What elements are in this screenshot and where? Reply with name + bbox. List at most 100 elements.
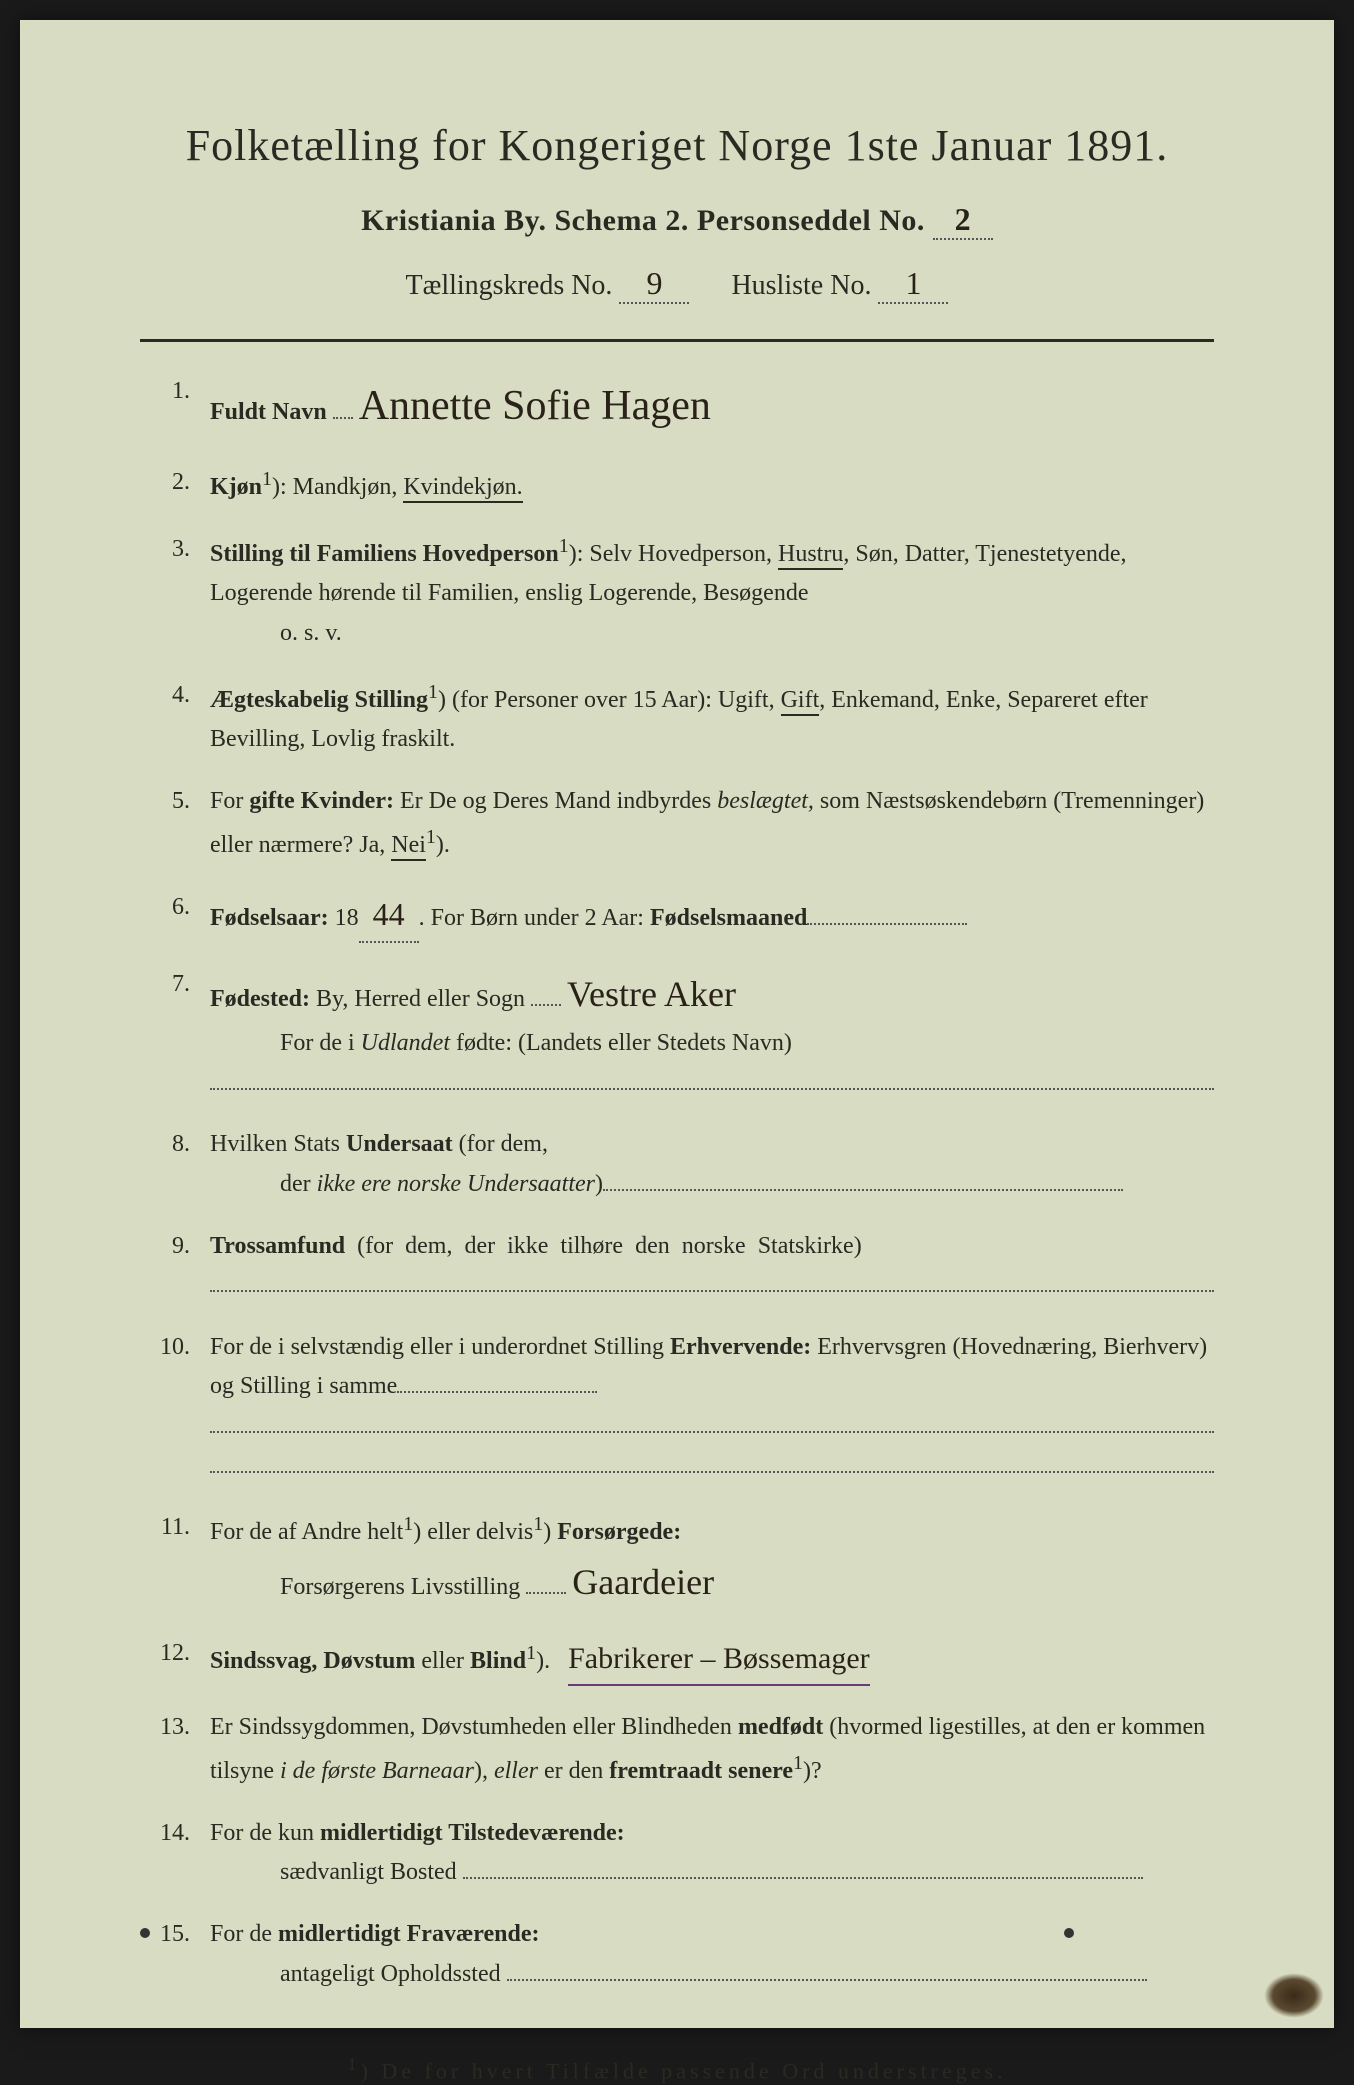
value-name: Annette Sofie Hagen xyxy=(359,372,711,441)
label-fodested: Fødested: xyxy=(210,986,310,1012)
label-aegteskab: Ægteskabelig Stilling xyxy=(210,687,428,713)
text: (for dem, der ikke tilhøre den norske St… xyxy=(345,1233,862,1259)
item-15: 15. For de midlertidigt Fraværende: anta… xyxy=(150,1915,1214,1994)
bold: midlertidigt Fraværende: xyxy=(278,1921,540,1947)
item-4: 4. Ægteskabelig Stilling1) (for Personer… xyxy=(150,676,1214,760)
line2: Forsørgerens Livsstilling Gaardeier xyxy=(210,1553,1214,1612)
bold: Sindssvag, Døvstum xyxy=(210,1648,415,1674)
ital: ikke ere norske Undersaatter xyxy=(317,1171,595,1197)
ital: eller xyxy=(494,1758,538,1784)
sup: 1 xyxy=(428,681,438,703)
sup: 1 xyxy=(347,2054,360,2074)
line2: sædvanligt Bosted xyxy=(210,1853,1214,1893)
text: )? xyxy=(803,1758,822,1784)
item-num: 1. xyxy=(150,372,210,441)
item-num: 9. xyxy=(150,1227,210,1306)
bold: midlertidigt Tilstedeværende: xyxy=(320,1820,625,1846)
text: ) eller delvis xyxy=(413,1519,533,1545)
item-num: 2. xyxy=(150,463,210,508)
subtitle-line: Kristiania By. Schema 2. Personseddel No… xyxy=(140,201,1214,240)
ital: i de første Barneaar xyxy=(280,1758,474,1784)
text: fødte: (Landets eller Stedets Navn) xyxy=(450,1030,792,1056)
item-num: 10. xyxy=(150,1328,210,1486)
text: For de i xyxy=(280,1030,361,1056)
label-stilling: Stilling til Familiens Hovedperson xyxy=(210,541,559,567)
page-title: Folketælling for Kongeriget Norge 1ste J… xyxy=(140,120,1214,171)
text: ) xyxy=(595,1171,603,1197)
item-body: Fødested: By, Herred eller Sogn Vestre A… xyxy=(210,965,1214,1104)
item-num: 15. xyxy=(150,1915,210,1994)
text: antageligt Opholdssted xyxy=(280,1961,501,1987)
husliste-number: 1 xyxy=(878,265,948,304)
paper-hole xyxy=(140,1928,150,1938)
husliste-label: Husliste No. xyxy=(731,270,871,301)
item-num: 14. xyxy=(150,1814,210,1893)
bold: medfødt xyxy=(738,1714,823,1740)
text: (for dem, xyxy=(453,1131,548,1157)
item-body: Er Sindssygdommen, Døvstumheden eller Bl… xyxy=(210,1708,1214,1792)
subtitle-prefix: Kristiania By. Schema 2. Personseddel No… xyxy=(361,204,925,237)
item-body: For de i selvstændig eller i underordnet… xyxy=(210,1328,1214,1486)
bold: fremtraadt senere xyxy=(609,1758,793,1784)
text: 18 xyxy=(329,905,359,931)
item-num: 8. xyxy=(150,1125,210,1204)
text: sædvanligt Bosted xyxy=(280,1859,457,1885)
underlined-gift: Gift xyxy=(781,687,820,716)
text: ) (for Personer over 15 Aar): Ugift, xyxy=(438,687,781,713)
sup: 1 xyxy=(426,826,436,848)
text: ). xyxy=(436,832,450,858)
text: ): Selv Hovedperson, xyxy=(569,541,778,567)
item-body: Fuldt Navn Annette Sofie Hagen xyxy=(210,372,1214,441)
line2: For de i Udlandet fødte: (Landets eller … xyxy=(210,1024,1214,1064)
item-10: 10. For de i selvstændig eller i underor… xyxy=(150,1328,1214,1486)
sup: 1 xyxy=(526,1642,536,1664)
subtitle-line-2: Tællingskreds No. 9 Husliste No. 1 xyxy=(140,265,1214,304)
label-kjon: Kjøn xyxy=(210,474,262,500)
item-body: For de af Andre helt1) eller delvis1) Fo… xyxy=(210,1508,1214,1612)
item-body: Trossamfund (for dem, der ikke tilhøre d… xyxy=(210,1227,1214,1306)
item-num: 13. xyxy=(150,1708,210,1792)
item-body: Fødselsaar: 1844. For Børn under 2 Aar: … xyxy=(210,888,1214,943)
item-num: 12. xyxy=(150,1634,210,1686)
item-body: For de kun midlertidigt Tilstedeværende:… xyxy=(210,1814,1214,1893)
item-8: 8. Hvilken Stats Undersaat (for dem, der… xyxy=(150,1125,1214,1204)
item-1: 1. Fuldt Navn Annette Sofie Hagen xyxy=(150,372,1214,441)
footnote-text: ) De for hvert Tilfælde passende Ord und… xyxy=(361,2059,1007,2084)
personseddel-number: 2 xyxy=(933,201,993,240)
item-12: 12. Sindssvag, Døvstum eller Blind1). Fa… xyxy=(150,1634,1214,1686)
value-fodested: Vestre Aker xyxy=(567,965,736,1024)
item-num: 5. xyxy=(150,782,210,866)
paper-stain xyxy=(1264,1973,1324,2018)
text: ), xyxy=(474,1758,494,1784)
value-12: Fabrikerer – Bøssemager xyxy=(568,1634,870,1686)
line2: antageligt Opholdssted xyxy=(210,1955,1214,1995)
kreds-number: 9 xyxy=(619,265,689,304)
underlined-hustru: Hustru xyxy=(778,541,843,570)
bold: Undersaat xyxy=(346,1131,453,1157)
bold: Trossamfund xyxy=(210,1233,345,1259)
underlined-kvindekjon: Kvindekjøn. xyxy=(403,474,522,503)
text: ): Mandkjøn, xyxy=(272,474,403,500)
text: Er Sindssygdommen, Døvstumheden eller Bl… xyxy=(210,1714,738,1740)
item-num: 3. xyxy=(150,530,210,654)
item-body: Stilling til Familiens Hovedperson1): Se… xyxy=(210,530,1214,654)
text: For de xyxy=(210,1921,278,1947)
label-fodselsmnd: Fødselsmaaned xyxy=(650,905,807,931)
text: For de i selvstændig eller i underordnet… xyxy=(210,1334,670,1360)
kreds-label: Tællingskreds No. xyxy=(406,270,613,301)
item-num: 4. xyxy=(150,676,210,760)
bold: gifte Kvinder: xyxy=(249,788,394,814)
sup: 1 xyxy=(262,468,272,490)
label-fuldt-navn: Fuldt Navn xyxy=(210,399,327,425)
text: For de af Andre helt xyxy=(210,1519,403,1545)
census-form-page: Folketælling for Kongeriget Norge 1ste J… xyxy=(20,20,1334,2028)
text: der xyxy=(280,1171,317,1197)
item-14: 14. For de kun midlertidigt Tilstedevære… xyxy=(150,1814,1214,1893)
footnote: 1) De for hvert Tilfælde passende Ord un… xyxy=(140,2054,1214,2084)
item-9: 9. Trossamfund (for dem, der ikke tilhør… xyxy=(150,1227,1214,1306)
text: Forsørgerens Livsstilling xyxy=(280,1574,520,1600)
bold: Erhvervende: xyxy=(670,1334,811,1360)
text: eller xyxy=(415,1648,470,1674)
item-5: 5. For gifte Kvinder: Er De og Deres Man… xyxy=(150,782,1214,866)
label-fodselsaar: Fødselsaar: xyxy=(210,905,329,931)
